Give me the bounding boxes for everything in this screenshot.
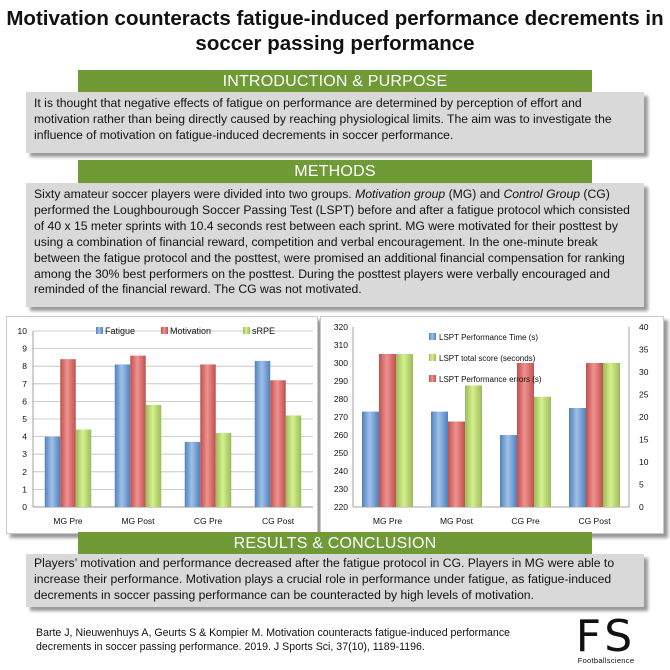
chart-2-bar-lspt-total-score-seconds [534, 396, 551, 507]
chart-2-left-y-tick: 290 [334, 376, 348, 386]
chart-1-bar-srpe [285, 415, 302, 507]
chart-2-bar-lspt-total-score-seconds [603, 363, 620, 507]
chart-2-bar-lspt-performance-errors-s [448, 421, 465, 507]
chart-2-left-y-tick: 310 [334, 340, 348, 350]
chart-2-left-y-tick: 220 [334, 502, 348, 512]
chart-2-bar-lspt-performance-time-s [362, 411, 379, 507]
chart-2-right-y-tick: 35 [639, 345, 649, 355]
chart-2-left-y-tick: 320 [334, 322, 348, 332]
control-group-term: Control Group [503, 187, 580, 201]
chart-2-right-y-tick: 15 [639, 435, 649, 445]
chart-2-bar-lspt-performance-errors-s [586, 363, 603, 507]
chart-1-bar-fatigue [114, 364, 131, 507]
chart-2-category-label: CG Post [578, 516, 611, 526]
chart-2-legend-lspt-performance-errors-s: LSPT Performance errors (s) [439, 375, 542, 384]
chart-2-bar-lspt-total-score-seconds [396, 354, 413, 507]
chart-1-category-label: MG Post [121, 516, 155, 526]
chart-2-canvas: 220 230 240 250 260 270 280 290 300 310 320 0 5 10 15 2… [334, 322, 649, 526]
chart-1-category-label: CG Pre [194, 516, 223, 526]
chart-1-legend-srpe: sRPE [252, 326, 275, 336]
chart-2-category-label: MG Pre [373, 516, 403, 526]
chart-2-bar-lspt-performance-time-s [500, 435, 517, 507]
methods-text-part-3: (CG) performed the Loughbourough Soccer … [34, 187, 630, 297]
chart-1-bar-motivation [200, 364, 216, 507]
chart-2-left-y-tick: 300 [334, 358, 348, 368]
chart-2-legend-lspt-performance-time-s: LSPT Performance Time (s) [439, 333, 538, 342]
chart-1-legend-fatigue: Fatigue [105, 326, 135, 336]
chart-2-left-y-tick: 240 [334, 466, 348, 476]
chart-1-legend-motivation: Motivation [170, 326, 211, 336]
chart-2-bar-lspt-performance-errors-s [517, 363, 534, 507]
chart-2-legend-swatch-lspt-performance-time-s [429, 333, 436, 340]
chart-2-right-y-tick: 10 [639, 457, 649, 467]
chart-1-bar-fatigue [44, 436, 61, 507]
methods-text: Sixty amateur soccer players were divide… [26, 183, 644, 307]
citation: Barte J, Nieuwenhuys A, Geurts S & Kompi… [36, 627, 511, 653]
chart-2-right-y-tick: 25 [639, 390, 649, 400]
methods-text-part-1: Sixty amateur soccer players were divide… [34, 187, 356, 201]
chart-2-bar-lspt-performance-time-s [431, 411, 448, 507]
chart-2-legend-lspt-total-score-seconds: LSPT total score (seconds) [439, 354, 536, 363]
footballscience-logo: FS Footballscience [566, 614, 646, 666]
chart-2-left-y-tick: 250 [334, 448, 348, 458]
chart-1-y-tick: 4 [22, 432, 27, 442]
chart-1-y-tick: 2 [22, 467, 27, 477]
chart-2-left-y-tick: 260 [334, 430, 348, 440]
poster-title: Motivation counteracts fatigue-induced p… [6, 7, 664, 55]
chart-2-left-y-tick: 280 [334, 394, 348, 404]
chart-2-category-label: CG Pre [511, 516, 540, 526]
chart-1-y-tick: 0 [22, 502, 27, 512]
chart-1-bar-fatigue [254, 360, 271, 507]
results-text: Players’ motivation and performance decr… [26, 554, 644, 607]
chart-1-bar-motivation [60, 359, 76, 507]
motivation-group-term: Motivation group [355, 187, 446, 201]
chart-2-right-y-tick: 5 [639, 480, 644, 490]
chart-2-right-y-tick: 30 [639, 367, 649, 377]
methods-text-part-2: (MG) and [445, 187, 504, 201]
chart-2-left-y-tick: 230 [334, 484, 348, 494]
chart-1-y-tick: 6 [22, 396, 27, 406]
chart-2-bar-lspt-performance-time-s [569, 408, 586, 507]
chart-2-bar-lspt-total-score-seconds [465, 385, 482, 507]
chart-1-category-label: MG Pre [53, 516, 83, 526]
chart-1-category-label: CG Post [262, 516, 295, 526]
chart-1-y-tick: 1 [22, 484, 27, 494]
chart-1-bar-motivation [270, 380, 286, 507]
chart-lspt-performance: 220 230 240 250 260 270 280 290 300 310 320 0 5 10 15 2… [320, 316, 664, 534]
chart-2-right-y-tick: 40 [639, 322, 649, 332]
chart-1-bar-srpe [215, 433, 232, 507]
chart-1-bar-motivation [130, 355, 146, 507]
chart-1-y-tick: 9 [22, 344, 27, 354]
chart-1-y-tick: 7 [22, 379, 27, 389]
chart-2-bar-lspt-performance-errors-s [379, 354, 396, 507]
chart-1-legend-swatch-fatigue [96, 327, 103, 334]
chart-2-left-y-tick: 270 [334, 412, 348, 422]
chart-1-y-tick: 8 [22, 361, 27, 371]
chart-1-bar-srpe [75, 429, 92, 507]
chart-2-legend-swatch-lspt-total-score-seconds [429, 354, 436, 361]
chart-2-right-y-tick: 20 [639, 412, 649, 422]
chart-1-bar-srpe [145, 404, 162, 507]
chart-1-legend-swatch-motivation [161, 327, 168, 334]
chart-fatigue-motivation-srpe: 0 1 2 3 4 5 6 7 8 9 10 MG Pre MG Post CG Pre CG Post Fa… [6, 316, 318, 534]
results-heading: RESULTS & CONCLUSION [78, 532, 592, 556]
logo-letters: FS [575, 611, 637, 662]
chart-1-legend-swatch-srpe [243, 327, 250, 334]
introduction-text: It is thought that negative effects of f… [26, 92, 644, 153]
chart-1-y-tick: 3 [22, 449, 27, 459]
logo-subtitle: Footballscience [577, 656, 635, 665]
chart-2-right-y-tick: 0 [639, 502, 644, 512]
introduction-heading: INTRODUCTION & PURPOSE [78, 70, 592, 94]
methods-heading: METHODS [78, 160, 592, 184]
chart-1-y-tick: 10 [18, 326, 28, 336]
chart-1-y-tick: 5 [22, 414, 27, 424]
chart-1-bar-fatigue [184, 441, 201, 507]
chart-2-category-label: MG Post [440, 516, 474, 526]
chart-1-canvas: 0 1 2 3 4 5 6 7 8 9 10 MG Pre MG Post CG Pre CG Post Fa… [18, 326, 313, 526]
chart-2-legend-swatch-lspt-performance-errors-s [429, 375, 436, 382]
